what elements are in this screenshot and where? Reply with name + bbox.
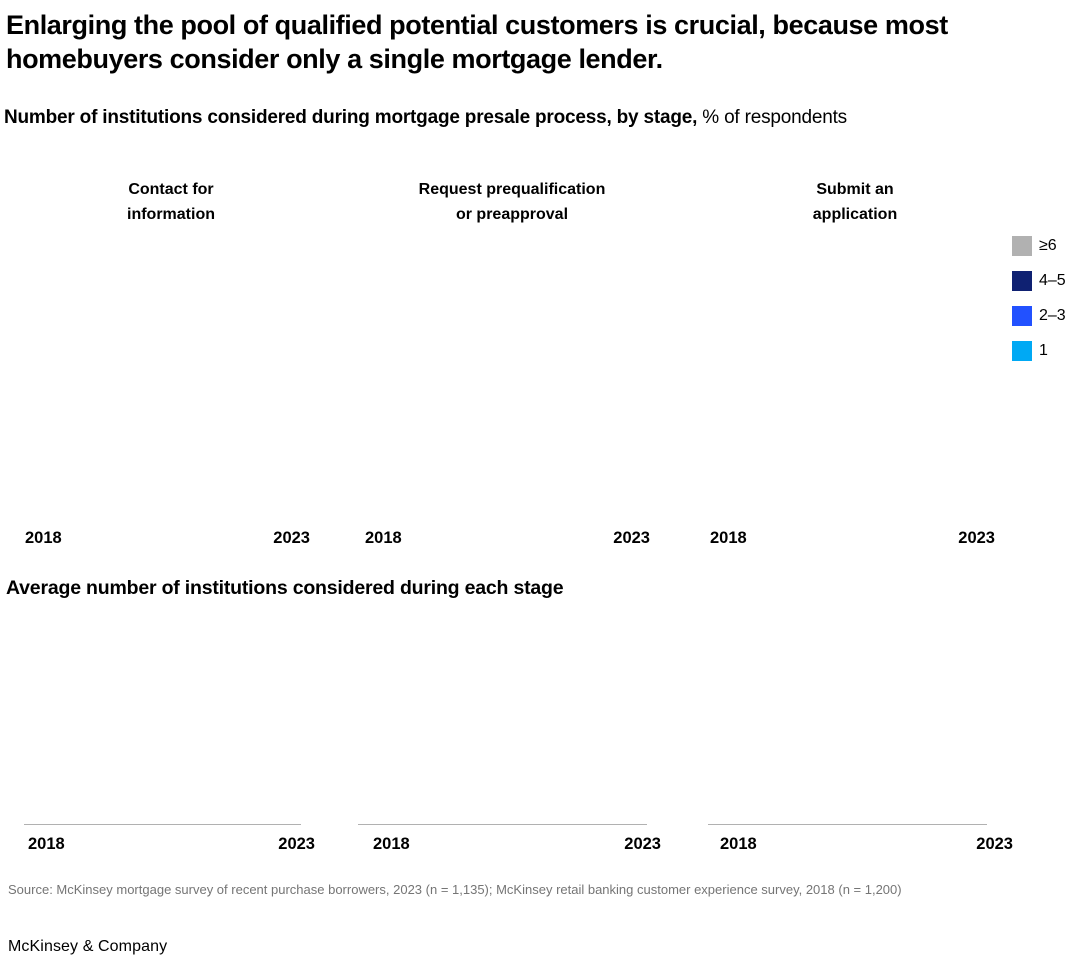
legend-label: 4–5 bbox=[1039, 272, 1066, 289]
legend-swatch-navy bbox=[1012, 271, 1032, 291]
stage3-baseline-axis bbox=[708, 824, 987, 825]
avg-stage2-year-axis: 2018 2023 bbox=[373, 833, 661, 855]
stage1-year-axis: 2018 2023 bbox=[25, 527, 310, 549]
year-label-2018: 2018 bbox=[365, 529, 402, 547]
chart-subtitle-bold: Number of institutions considered during… bbox=[4, 107, 698, 128]
stage-header-line: application bbox=[812, 206, 898, 223]
line-chart-plot-area bbox=[14, 610, 1014, 824]
legend-item-1: 1 bbox=[1012, 341, 1078, 361]
legend-swatch-blue bbox=[1012, 306, 1032, 326]
legend-swatch-gray bbox=[1012, 236, 1032, 256]
stage-header-line: Submit an bbox=[816, 181, 894, 198]
year-label-2023: 2023 bbox=[273, 529, 310, 547]
stage-header-application: Submit an application bbox=[705, 177, 1005, 227]
exhibit-title: Enlarging the pool of qualified potentia… bbox=[6, 10, 948, 74]
legend-item-6plus: ≥6 bbox=[1012, 236, 1078, 256]
year-label-2023: 2023 bbox=[976, 835, 1013, 853]
avg-stage3-year-axis: 2018 2023 bbox=[720, 833, 1013, 855]
stage1-baseline-axis bbox=[24, 824, 301, 825]
year-label-2023: 2023 bbox=[278, 835, 315, 853]
legend-label: ≥6 bbox=[1039, 237, 1057, 254]
stacked-bar-plot-area bbox=[14, 232, 999, 522]
year-label-2018: 2018 bbox=[373, 835, 410, 853]
stage-header-line: Contact for bbox=[128, 181, 214, 198]
year-label-2023: 2023 bbox=[624, 835, 661, 853]
stage-header-line: or preapproval bbox=[455, 206, 569, 223]
year-label-2018: 2018 bbox=[720, 835, 757, 853]
chart-legend: ≥6 4–5 2–3 1 bbox=[1012, 236, 1078, 376]
stage2-baseline-axis bbox=[358, 824, 647, 825]
chart-subtitle: Number of institutions considered during… bbox=[4, 106, 1074, 129]
stage2-year-axis: 2018 2023 bbox=[365, 527, 650, 549]
year-label-2018: 2018 bbox=[25, 529, 62, 547]
year-label-2018: 2018 bbox=[710, 529, 747, 547]
source-note: Source: McKinsey mortgage survey of rece… bbox=[8, 882, 902, 897]
stage-header-prequalification: Request prequalification or preapproval bbox=[362, 177, 662, 227]
stage-header-contact: Contact for information bbox=[21, 177, 321, 227]
legend-label: 1 bbox=[1039, 342, 1048, 359]
average-section-title: Average number of institutions considere… bbox=[6, 577, 564, 599]
stage3-year-axis: 2018 2023 bbox=[710, 527, 995, 549]
mckinsey-wordmark: McKinsey & Company bbox=[8, 938, 168, 955]
avg-stage1-year-axis: 2018 2023 bbox=[28, 833, 315, 855]
chart-subtitle-units: % of respondents bbox=[697, 107, 847, 128]
legend-swatch-cyan bbox=[1012, 341, 1032, 361]
stage-header-line: Request prequalification bbox=[418, 181, 606, 198]
year-label-2023: 2023 bbox=[613, 529, 650, 547]
year-label-2023: 2023 bbox=[958, 529, 995, 547]
year-label-2018: 2018 bbox=[28, 835, 65, 853]
legend-item-4-5: 4–5 bbox=[1012, 271, 1078, 291]
legend-label: 2–3 bbox=[1039, 307, 1066, 324]
stage-header-line: information bbox=[127, 206, 215, 223]
legend-item-2-3: 2–3 bbox=[1012, 306, 1078, 326]
